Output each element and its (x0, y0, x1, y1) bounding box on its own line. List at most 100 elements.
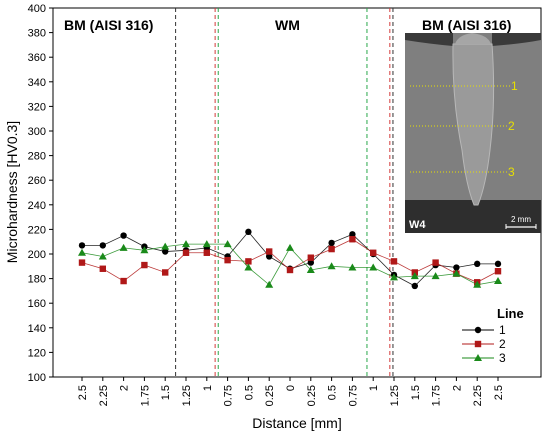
y-axis: 100 120 140 160 180 200 220 240 260 280 300 320 340 3… (28, 3, 53, 384)
data-point-line-3 (410, 272, 419, 280)
data-point-line-1 (307, 259, 314, 266)
data-point-line-2 (224, 256, 231, 264)
x-tick-label: 2.5 (77, 385, 89, 400)
y-tick-label: 380 (28, 28, 46, 40)
data-point-line-1 (349, 231, 356, 238)
data-point-line-3 (78, 248, 86, 256)
data-point-line-3 (431, 272, 440, 280)
y-tick-label: 140 (28, 323, 46, 335)
inset-line-label-1: 1 (511, 79, 518, 93)
x-axis-title: Distance [mm] (252, 415, 341, 431)
x-tick-label: 0.25 (264, 385, 276, 406)
data-point-line-2 (182, 249, 190, 256)
data-point-line-3 (202, 240, 211, 248)
x-tick-label: 2.25 (98, 385, 110, 406)
data-point-line-3 (223, 240, 232, 248)
data-point-line-3 (286, 243, 294, 251)
x-tick-label: 1.5 (160, 385, 172, 400)
x-tick-label: 2 (451, 385, 463, 391)
data-point-line-1 (474, 260, 481, 268)
data-point-line-2 (307, 254, 314, 261)
x-tick-label: 1 (368, 385, 380, 391)
data-point-line-2 (266, 248, 273, 255)
legend-label-1: 1 (499, 323, 506, 337)
data-point-line-2 (370, 249, 377, 256)
data-point-line-1 (453, 264, 460, 271)
x-tick-label: 2.5 (493, 385, 505, 400)
data-point-line-2 (349, 236, 356, 243)
data-point-line-3 (348, 263, 357, 271)
data-point-line-3 (327, 262, 336, 270)
data-point-line-2 (390, 258, 398, 265)
inset-sample-label: W4 (409, 219, 426, 231)
y-tick-label: 220 (28, 224, 46, 236)
data-point-line-1 (266, 253, 273, 260)
series-layer (78, 228, 502, 290)
x-axis: 2.5 2.25 2 1.75 1.5 1.25 1 0.75 0.5 0.25 0 0.25 0.5 0… (77, 377, 505, 406)
data-point-line-2 (120, 277, 127, 285)
y-tick-label: 260 (28, 175, 46, 187)
y-tick-label: 200 (28, 249, 46, 261)
data-point-line-3 (161, 242, 170, 250)
y-axis-title: Microhardness [HV0.3] (4, 121, 20, 263)
data-point-line-3 (452, 269, 461, 277)
x-tick-label: 0.5 (243, 385, 255, 400)
data-point-line-1 (494, 260, 502, 268)
data-point-line-3 (182, 240, 190, 248)
y-tick-label: 340 (28, 77, 46, 89)
x-tick-label: 0.75 (347, 385, 359, 406)
y-tick-label: 280 (28, 151, 46, 163)
x-tick-label: 1.5 (410, 385, 422, 400)
data-point-line-3 (473, 280, 482, 288)
data-point-line-3 (306, 265, 315, 273)
zone-boundaries (175, 8, 394, 377)
data-point-line-2 (203, 249, 210, 256)
x-tick-label: 0 (285, 385, 297, 391)
data-point-line-1 (162, 248, 169, 255)
data-point-line-3 (98, 252, 107, 260)
legend: Line 123 (462, 306, 524, 365)
data-point-line-1 (411, 282, 418, 290)
series-line-3 (78, 240, 502, 288)
inset-line-label-3: 3 (508, 165, 515, 179)
region-label-wm: WM (275, 17, 300, 33)
region-label-left-bm: BM (AISI 316) (64, 17, 153, 33)
data-point-line-3 (390, 273, 398, 281)
legend-label-2: 2 (499, 337, 506, 351)
x-tick-label: 0.75 (223, 385, 235, 406)
data-point-line-2 (99, 265, 106, 272)
x-tick-label: 1 (202, 385, 214, 391)
data-point-line-3 (119, 243, 128, 251)
legend-label-3: 3 (499, 351, 506, 365)
data-point-line-1 (120, 232, 127, 239)
y-tick-label: 400 (28, 3, 46, 15)
x-tick-label: 1.75 (139, 385, 151, 406)
data-point-line-2 (162, 269, 169, 276)
inset-line-label-2: 2 (508, 119, 515, 133)
y-tick-label: 360 (28, 52, 46, 64)
data-point-line-1 (99, 242, 107, 249)
data-point-line-3 (494, 277, 502, 285)
weld-micrograph-inset: 1 2 3 W4 2 mm (405, 33, 541, 233)
data-point-line-3 (244, 263, 253, 271)
series-line-1 (78, 228, 502, 290)
data-point-line-2 (328, 245, 335, 253)
data-point-line-1 (328, 239, 335, 247)
legend-marker-2 (474, 340, 482, 348)
data-point-line-2 (78, 259, 86, 266)
x-tick-label: 0.25 (306, 385, 318, 406)
data-point-line-1 (245, 228, 252, 236)
legend-marker-3 (474, 354, 482, 361)
y-tick-label: 300 (28, 126, 46, 138)
data-point-line-2 (286, 266, 294, 274)
y-tick-label: 160 (28, 298, 46, 310)
x-tick-label: 1.75 (431, 385, 443, 406)
data-point-line-3 (369, 263, 378, 271)
y-tick-label: 240 (28, 200, 46, 212)
y-tick-label: 180 (28, 274, 46, 286)
data-point-line-2 (432, 259, 439, 266)
y-tick-label: 100 (28, 372, 46, 384)
data-point-line-2 (141, 261, 148, 269)
inset-scale-bar-label: 2 mm (511, 215, 531, 224)
legend-marker-1 (474, 326, 482, 334)
